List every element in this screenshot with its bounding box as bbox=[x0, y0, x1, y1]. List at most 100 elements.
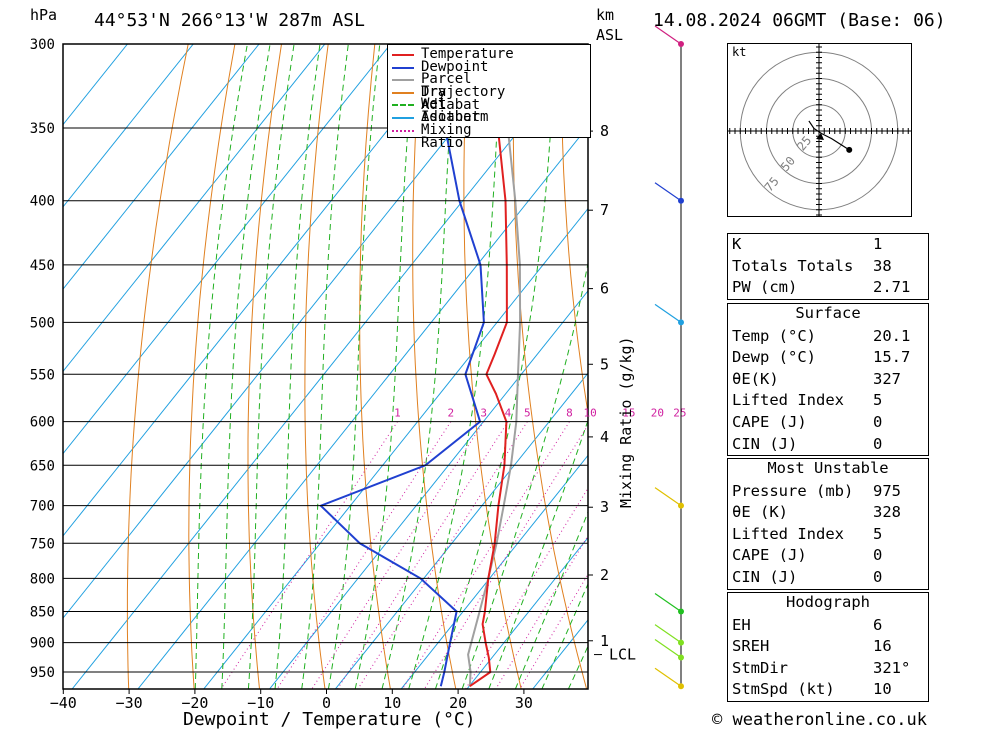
dry-adiabat-line bbox=[463, 44, 522, 689]
row-value: 321° bbox=[873, 658, 911, 677]
dry-adiabat-line bbox=[126, 44, 189, 689]
row-label: K bbox=[732, 235, 742, 253]
most-unstable-table: Most Unstable Pressure (mb) 975 θE (K) 328 Li… bbox=[727, 458, 929, 590]
dry-adiabat-line bbox=[304, 44, 329, 689]
isotherm-line bbox=[466, 536, 588, 689]
wet-adiabat-line bbox=[274, 44, 321, 689]
mixing-ratio-axis-label: Mixing Ratio (g/kg) bbox=[617, 336, 635, 508]
dry-adiabat-line bbox=[412, 44, 457, 689]
datetime-title: 14.08.2024 06GMT (Base: 06) bbox=[653, 10, 946, 31]
hodograph-table: Hodograph EH 6 SREH 16 StmDir 321° StmSpd (kt) 1… bbox=[727, 592, 929, 702]
temperature-tick-label: −30 bbox=[116, 694, 143, 712]
legend-swatch bbox=[392, 104, 414, 107]
wet-adiabat-line bbox=[301, 44, 349, 689]
wet-adiabat-line bbox=[194, 44, 248, 689]
row-value: 0 bbox=[873, 546, 883, 565]
pressure-tick-label: 300 bbox=[30, 37, 55, 53]
mixing-ratio-label: 4 bbox=[505, 407, 512, 420]
legend-label: Wet Adiabat bbox=[421, 96, 481, 126]
hodograph-ring-label: 50 bbox=[778, 154, 798, 174]
row-value: 0 bbox=[873, 412, 883, 431]
height-tick-label: 5 bbox=[600, 355, 609, 373]
pressure-tick-label: 500 bbox=[30, 315, 55, 331]
temperature-tick-label: −40 bbox=[50, 694, 77, 712]
wet-adiabat-line bbox=[221, 44, 271, 689]
row-value: 20.1 bbox=[873, 326, 911, 345]
temperature-line bbox=[469, 44, 508, 688]
legend-swatch bbox=[392, 54, 414, 56]
row-value: 5 bbox=[873, 524, 883, 543]
row-label: CAPE (J) bbox=[732, 412, 807, 431]
isotherm-line bbox=[63, 44, 457, 537]
pressure-tick-label: 750 bbox=[30, 536, 55, 552]
height-tick-label: 3 bbox=[600, 498, 609, 516]
dry-adiabat-line bbox=[188, 44, 236, 689]
dry-adiabat-line bbox=[512, 44, 588, 689]
mixing-ratio-label: 20 bbox=[651, 407, 664, 420]
mixing-ratio-line bbox=[357, 421, 528, 689]
hodograph-ring-label: 25 bbox=[794, 133, 814, 153]
height-tick-label: 6 bbox=[600, 280, 609, 298]
temperature-tick-label: 0 bbox=[322, 694, 331, 712]
row-value: 0 bbox=[873, 434, 883, 453]
mixing-ratio-line bbox=[311, 421, 485, 689]
mixing-ratio-label: 15 bbox=[622, 407, 635, 420]
dry-adiabat-line bbox=[935, 44, 1000, 689]
pressure-tick-label: 400 bbox=[30, 194, 55, 210]
storm-motion-marker bbox=[816, 133, 824, 140]
legend-swatch bbox=[392, 79, 414, 82]
plot-frame bbox=[62, 43, 589, 690]
wet-adiabat-line bbox=[488, 418, 588, 689]
hodograph-panel: 25 50 75 kt bbox=[727, 41, 912, 221]
table-row: CIN (J) 0 bbox=[728, 434, 928, 456]
table-row: Temp (°C) 20.1 bbox=[728, 326, 928, 348]
height-tick-label: 1 bbox=[600, 632, 609, 650]
row-value: 0 bbox=[873, 567, 883, 586]
hodograph-trace bbox=[808, 120, 850, 151]
isotherm-line bbox=[269, 290, 588, 689]
legend-swatch bbox=[392, 66, 414, 69]
row-label: Totals Totals bbox=[732, 256, 854, 275]
row-label: Lifted Index bbox=[732, 524, 844, 543]
table-row: CIN (J) 0 bbox=[728, 567, 928, 589]
wet-adiabat-line bbox=[434, 44, 557, 689]
wet-adiabat-line bbox=[514, 510, 588, 689]
legend-swatch bbox=[392, 91, 414, 94]
isotherm-line bbox=[203, 207, 588, 689]
hodograph-unit-label: kt bbox=[732, 45, 747, 59]
table-row: EH 6 bbox=[728, 615, 928, 637]
dry-adiabat-line bbox=[560, 44, 588, 416]
row-value: 328 bbox=[873, 503, 901, 522]
copyright-footer: © weatheronline.co.uk bbox=[712, 710, 927, 730]
hodograph-endpoint bbox=[846, 146, 853, 153]
table-row: StmDir 321° bbox=[728, 658, 928, 680]
dry-adiabat-line bbox=[981, 44, 1000, 689]
row-label: CIN (J) bbox=[732, 434, 798, 453]
table-row: Lifted Index 5 bbox=[728, 524, 928, 546]
surface-table: Surface Temp (°C) 20.1 Dewp (°C) 15.7 θE(K) 32… bbox=[727, 303, 929, 457]
height-tick-label: 2 bbox=[600, 566, 609, 584]
row-value: 38 bbox=[873, 256, 892, 275]
temperature-tick-label: −10 bbox=[247, 694, 274, 712]
table-row: Dewp (°C) 15.7 bbox=[728, 347, 928, 369]
x-axis-label: Dewpoint / Temperature (°C) bbox=[183, 709, 476, 730]
isotherm-line bbox=[63, 44, 260, 290]
temperature-tick-label: 30 bbox=[515, 694, 533, 712]
pressure-tick-label: 850 bbox=[30, 604, 55, 620]
temperature-tick-label: −20 bbox=[181, 694, 208, 712]
location-title: 44°53'N 266°13'W 287m ASL bbox=[94, 10, 365, 31]
mixing-ratio-label: 2 bbox=[447, 407, 454, 420]
mixing-ratio-label: 25 bbox=[673, 407, 686, 420]
row-label: CIN (J) bbox=[732, 567, 798, 586]
hodograph-ring-label: 75 bbox=[762, 174, 782, 194]
table-row: CAPE (J) 0 bbox=[728, 545, 928, 567]
asl-unit-label: ASL bbox=[596, 26, 624, 44]
height-tick-label: 7 bbox=[600, 201, 609, 219]
legend-label: Dry Adiabat bbox=[421, 83, 481, 113]
km-unit-label: km bbox=[596, 6, 615, 24]
table-row: StmSpd (kt) 10 bbox=[728, 679, 928, 701]
dry-adiabat-line bbox=[247, 44, 282, 689]
mixing-ratio-label: 10 bbox=[583, 407, 596, 420]
dry-adiabat-line bbox=[359, 44, 391, 689]
